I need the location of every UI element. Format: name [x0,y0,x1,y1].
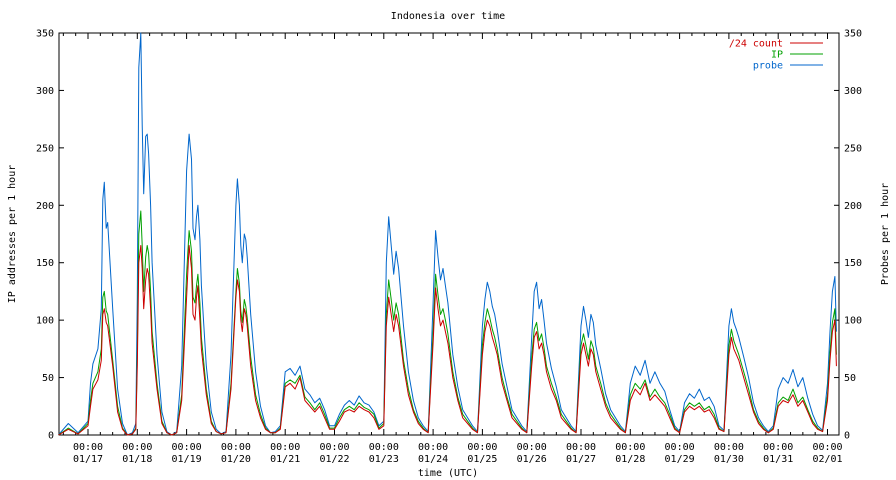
x-tick-time-label: 00:00 [369,442,399,453]
x-tick-time-label: 00:00 [517,442,547,453]
x-axis: 00:0001/1700:0001/1800:0001/1900:0001/20… [62,33,843,465]
y-tick-label-left: 350 [36,29,54,40]
y-tick-label-right: 300 [844,86,862,97]
chart-title: Indonesia over time [391,11,505,22]
legend-label: /24 count [729,39,783,50]
x-tick-time-label: 00:00 [763,442,793,453]
y-tick-label-left: 250 [36,143,54,154]
y-tick-label-left: 150 [36,258,54,269]
x-tick-date-label: 01/30 [714,454,744,465]
x-tick-date-label: 01/18 [122,454,152,465]
y-tick-label-left: 300 [36,86,54,97]
left-y-axis: 0 50 100 150 200 250 300 350 [36,29,64,442]
legend-label: probe [753,61,783,72]
y-tick-label-right: 350 [844,29,862,40]
x-tick-date-label: 02/01 [812,454,842,465]
x-tick-date-label: 01/25 [467,454,497,465]
x-tick-date-label: 01/19 [172,454,202,465]
x-tick-date-label: 01/21 [270,454,300,465]
x-tick-date-label: 01/23 [369,454,399,465]
y-tick-label-left: 200 [36,201,54,212]
x-tick-time-label: 00:00 [615,442,645,453]
x-tick-time-label: 00:00 [812,442,842,453]
x-tick-date-label: 01/24 [418,454,448,465]
y-tick-label-right: 50 [844,373,856,384]
y-tick-label-left: 100 [36,316,54,327]
y-tick-label-left: 0 [48,431,54,442]
y-axis-label-right: Probes per 1 hour [880,183,891,285]
plot-frame [58,32,840,436]
x-tick-date-label: 01/27 [566,454,596,465]
series-line-probe [58,32,837,436]
right-y-axis: 0 50 100 150 200 250 300 350 [834,29,862,442]
x-tick-time-label: 00:00 [319,442,349,453]
x-tick-date-label: 01/31 [763,454,793,465]
x-tick-date-label: 01/20 [221,454,251,465]
y-tick-label-right: 150 [844,258,862,269]
y-tick-label-left: 50 [42,373,54,384]
x-tick-time-label: 00:00 [122,442,152,453]
y-axis-label-left: IP addresses per 1 hour [7,165,18,303]
y-tick-label-right: 100 [844,316,862,327]
y-tick-label-right: 0 [844,431,850,442]
series-line-ip [58,210,837,436]
x-tick-time-label: 00:00 [714,442,744,453]
x-tick-time-label: 00:00 [270,442,300,453]
x-tick-date-label: 01/29 [665,454,695,465]
x-tick-date-label: 01/28 [615,454,645,465]
x-tick-time-label: 00:00 [566,442,596,453]
y-tick-label-right: 250 [844,143,862,154]
x-tick-date-label: 01/22 [319,454,349,465]
x-tick-time-label: 00:00 [418,442,448,453]
x-tick-date-label: 01/17 [73,454,103,465]
x-tick-time-label: 00:00 [665,442,695,453]
series-lines [58,32,837,436]
x-tick-time-label: 00:00 [172,442,202,453]
x-tick-date-label: 01/26 [517,454,547,465]
x-tick-time-label: 00:00 [221,442,251,453]
series-line-24-count [58,245,837,436]
y-tick-label-right: 200 [844,201,862,212]
x-axis-label: time (UTC) [418,468,478,479]
x-tick-time-label: 00:00 [467,442,497,453]
legend-label: IP [771,50,783,61]
x-tick-time-label: 00:00 [73,442,103,453]
